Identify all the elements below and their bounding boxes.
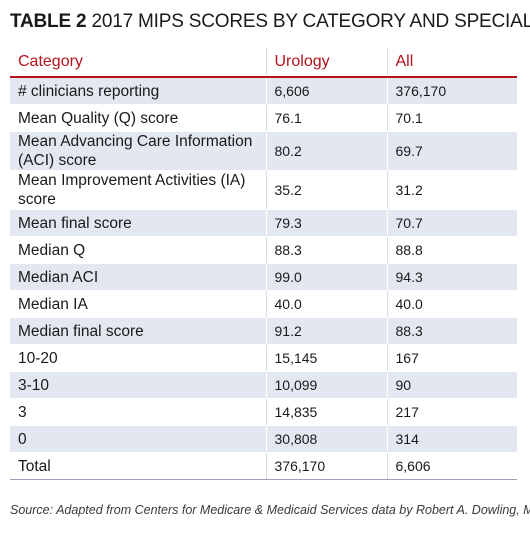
- category-cell: Mean final score: [10, 209, 266, 237]
- category-cell: Total: [10, 452, 266, 480]
- urology-cell: 30,808: [265, 425, 387, 453]
- header-row: Category Urology All: [10, 48, 517, 78]
- table-row: 10-20 15,145 167: [10, 344, 517, 372]
- table-row: Mean final score 79.3 70.7: [10, 209, 517, 237]
- urology-cell: 15,145: [265, 344, 387, 372]
- table-row: 0 30,808 314: [10, 425, 517, 453]
- urology-cell: 76.1: [265, 104, 387, 132]
- all-cell: 90: [386, 371, 517, 399]
- urology-cell: 99.0: [265, 263, 387, 291]
- urology-cell: 14,835: [265, 398, 387, 426]
- table-row: 3-10 10,099 90: [10, 371, 517, 399]
- all-cell: 88.8: [386, 236, 517, 264]
- table-row: Median ACI 99.0 94.3: [10, 263, 517, 291]
- all-cell: 70.1: [386, 104, 517, 132]
- urology-cell: 376,170: [265, 452, 387, 480]
- table-row: Mean Quality (Q) score 76.1 70.1: [10, 104, 517, 132]
- category-cell: Median IA: [10, 290, 266, 318]
- category-cell: 0: [10, 425, 266, 453]
- table-row: 3 14,835 217: [10, 398, 517, 426]
- all-cell: 167: [386, 344, 517, 372]
- all-cell: 376,170: [386, 77, 517, 105]
- category-cell: Mean Quality (Q) score: [10, 104, 266, 132]
- all-cell: 6,606: [386, 452, 517, 480]
- category-cell: 10-20: [10, 344, 266, 372]
- source-note: Source: Adapted from Centers for Medicar…: [10, 503, 530, 517]
- mips-scores-table: Category Urology All # clinicians report…: [10, 48, 517, 480]
- category-cell: Median Q: [10, 236, 266, 264]
- all-cell: 314: [386, 425, 517, 453]
- category-cell: # clinicians reporting: [10, 77, 266, 105]
- category-cell: Mean Advancing Care Information (ACI) sc…: [10, 131, 266, 171]
- table-caption: 2017 MIPS SCORES BY CATEGORY AND SPECIAL…: [91, 11, 530, 32]
- column-header-urology: Urology: [265, 48, 387, 78]
- table-row: Median final score 91.2 88.3: [10, 317, 517, 345]
- all-cell: 88.3: [386, 317, 517, 345]
- category-cell: Median ACI: [10, 263, 266, 291]
- table-row: # clinicians reporting 6,606 376,170: [10, 77, 517, 105]
- table-title: TABLE 2 2017 MIPS SCORES BY CATEGORY AND…: [10, 10, 530, 34]
- urology-cell: 35.2: [265, 170, 387, 210]
- urology-cell: 10,099: [265, 371, 387, 399]
- all-cell: 217: [386, 398, 517, 426]
- category-cell: 3-10: [10, 371, 266, 399]
- table-row: Mean Advancing Care Information (ACI) sc…: [10, 131, 517, 171]
- category-cell: Median final score: [10, 317, 266, 345]
- category-cell: 3: [10, 398, 266, 426]
- urology-cell: 40.0: [265, 290, 387, 318]
- table-row: Total 376,170 6,606: [10, 452, 517, 480]
- all-cell: 69.7: [386, 131, 517, 171]
- urology-cell: 80.2: [265, 131, 387, 171]
- column-header-category: Category: [10, 48, 266, 78]
- urology-cell: 91.2: [265, 317, 387, 345]
- all-cell: 94.3: [386, 263, 517, 291]
- table-number: TABLE 2: [10, 11, 87, 32]
- column-header-all: All: [386, 48, 517, 78]
- urology-cell: 79.3: [265, 209, 387, 237]
- table-row: Median Q 88.3 88.8: [10, 236, 517, 264]
- urology-cell: 6,606: [265, 77, 387, 105]
- category-cell: Mean Improvement Activities (IA) score: [10, 170, 266, 210]
- all-cell: 70.7: [386, 209, 517, 237]
- urology-cell: 88.3: [265, 236, 387, 264]
- all-cell: 40.0: [386, 290, 517, 318]
- all-cell: 31.2: [386, 170, 517, 210]
- table-row: Median IA 40.0 40.0: [10, 290, 517, 318]
- table-row: Mean Improvement Activities (IA) score 3…: [10, 170, 517, 210]
